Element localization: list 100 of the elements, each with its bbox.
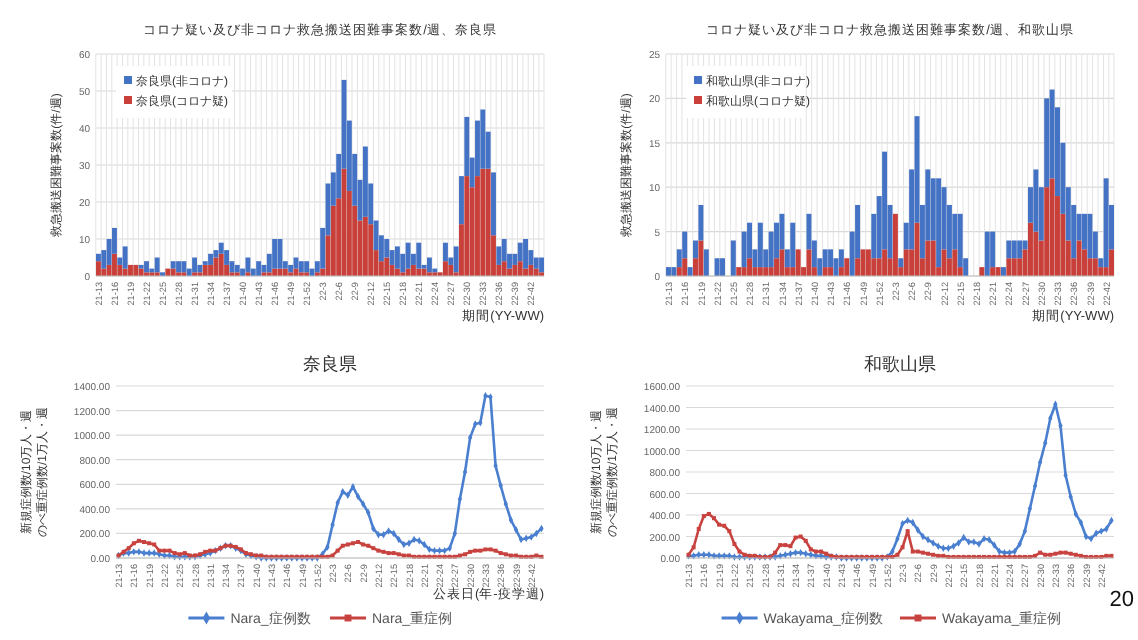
bar bbox=[903, 249, 909, 276]
bar bbox=[898, 258, 904, 268]
bar bbox=[1109, 249, 1114, 276]
bar bbox=[176, 261, 181, 273]
bar bbox=[990, 231, 996, 268]
bar bbox=[368, 224, 374, 276]
bar bbox=[666, 267, 671, 276]
bar bbox=[202, 264, 208, 276]
bar bbox=[459, 176, 464, 225]
text: 20 bbox=[1109, 588, 1134, 612]
bar bbox=[256, 261, 262, 276]
bar bbox=[475, 176, 480, 276]
bar bbox=[822, 267, 828, 276]
bar bbox=[930, 240, 936, 276]
bar bbox=[882, 151, 888, 250]
bar bbox=[122, 246, 128, 269]
bar bbox=[790, 222, 796, 268]
bar bbox=[192, 257, 197, 273]
bar bbox=[213, 250, 219, 258]
bar bbox=[453, 246, 459, 273]
bar bbox=[1076, 240, 1082, 276]
bar bbox=[892, 213, 898, 276]
bar bbox=[144, 261, 149, 273]
bar bbox=[523, 239, 528, 269]
bar bbox=[491, 172, 496, 236]
bar bbox=[443, 261, 448, 276]
bar bbox=[288, 264, 294, 273]
bar bbox=[882, 249, 888, 276]
bar bbox=[1082, 213, 1087, 250]
bar bbox=[410, 264, 416, 276]
bar bbox=[208, 253, 214, 265]
bar bbox=[838, 249, 844, 268]
bar bbox=[822, 249, 828, 268]
bar bbox=[779, 249, 785, 276]
bar bbox=[426, 257, 432, 273]
bar bbox=[170, 261, 176, 269]
bar bbox=[984, 231, 990, 276]
bar bbox=[1033, 169, 1039, 232]
bar bbox=[1049, 178, 1055, 276]
bar bbox=[528, 264, 534, 276]
bar bbox=[698, 240, 704, 276]
bar bbox=[96, 261, 101, 276]
bar bbox=[197, 264, 203, 273]
bar bbox=[828, 267, 834, 276]
bar bbox=[208, 264, 214, 276]
bar bbox=[330, 205, 336, 276]
bar bbox=[865, 249, 871, 276]
bar bbox=[218, 253, 224, 276]
bar bbox=[112, 253, 117, 276]
bar bbox=[154, 257, 160, 273]
bar bbox=[501, 261, 507, 276]
bar bbox=[1022, 240, 1028, 250]
bar bbox=[979, 267, 985, 276]
bar bbox=[747, 222, 753, 259]
bar bbox=[757, 222, 763, 268]
bar bbox=[774, 222, 780, 259]
bar bbox=[747, 258, 753, 276]
bar bbox=[1006, 258, 1012, 276]
bar bbox=[133, 264, 139, 276]
bar bbox=[763, 267, 769, 276]
bar bbox=[952, 249, 958, 276]
bar bbox=[1103, 178, 1109, 268]
bar bbox=[96, 253, 101, 262]
bar bbox=[1087, 213, 1093, 259]
bar bbox=[448, 264, 454, 276]
bar bbox=[1044, 98, 1050, 188]
bar bbox=[181, 261, 187, 273]
bar bbox=[990, 267, 996, 276]
bar bbox=[362, 216, 368, 276]
bar bbox=[539, 257, 544, 273]
bar bbox=[272, 239, 278, 269]
bar bbox=[213, 257, 219, 276]
bar bbox=[485, 168, 491, 276]
bar bbox=[795, 249, 801, 276]
bar bbox=[806, 249, 812, 276]
bar bbox=[464, 176, 470, 276]
bar bbox=[394, 246, 400, 269]
bar bbox=[245, 257, 251, 273]
bar bbox=[416, 242, 422, 269]
bar bbox=[741, 231, 747, 268]
bar bbox=[480, 168, 486, 276]
bar bbox=[844, 258, 850, 276]
bar bbox=[671, 267, 677, 276]
bar bbox=[298, 261, 304, 273]
bar bbox=[730, 240, 736, 276]
chart-title: 奈良県 bbox=[303, 354, 357, 374]
bar bbox=[389, 264, 395, 276]
bar bbox=[779, 213, 785, 250]
bar bbox=[757, 267, 763, 276]
bar bbox=[1033, 231, 1039, 276]
bar bbox=[496, 246, 502, 265]
bar bbox=[703, 249, 709, 276]
bar bbox=[533, 257, 539, 269]
bar bbox=[480, 109, 486, 169]
bar bbox=[941, 249, 947, 276]
bar bbox=[693, 240, 698, 259]
bar bbox=[1000, 267, 1006, 276]
bar bbox=[1006, 240, 1012, 259]
bar bbox=[925, 240, 931, 276]
bar bbox=[512, 264, 518, 276]
